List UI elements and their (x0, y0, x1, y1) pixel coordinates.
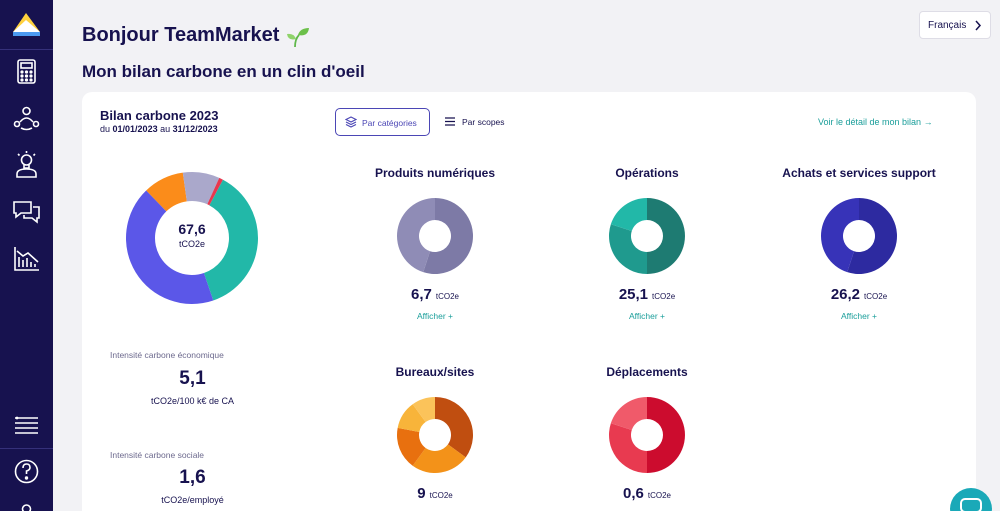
donut-slice (609, 224, 647, 274)
support-chat-button[interactable] (950, 488, 992, 511)
sidebar (0, 0, 53, 511)
total-unit: tCO2e (178, 239, 205, 249)
donut-slice (397, 404, 426, 433)
donut-slice (847, 198, 897, 274)
by-categories-button[interactable]: Par catégories (335, 108, 430, 136)
social-intensity-value: 1,6 (179, 467, 206, 488)
category-title: Déplacements (606, 365, 688, 379)
category-title: Produits numériques (374, 166, 496, 180)
category-value-number: 9 (417, 485, 426, 502)
category-value-number: 26,2 (830, 286, 861, 303)
donut-slice (397, 198, 435, 273)
greeting-title: Bonjour TeamMarket (82, 24, 280, 46)
donut-slice (412, 444, 466, 473)
economic-intensity-unit: tCO2e/100 k€ de CA (150, 396, 235, 406)
show-more-link[interactable]: Afficher + (417, 311, 453, 321)
help-icon[interactable] (11, 456, 42, 487)
arrow-right-icon: → (923, 117, 933, 127)
donut-slice (203, 179, 258, 301)
card-title: Bilan carbone 2023 (100, 108, 219, 123)
user-icon[interactable] (11, 497, 42, 511)
social-intensity-unit: tCO2e/employé (161, 495, 224, 505)
layers-icon (345, 116, 357, 128)
by-scopes-button[interactable]: Par scopes (442, 108, 522, 136)
category-value-number: 0,6 (623, 485, 644, 502)
economic-intensity-label: Intensité carbone économique (110, 350, 224, 360)
app-logo-icon[interactable] (10, 8, 43, 41)
menu-icon (445, 117, 455, 126)
date-middle: au (160, 124, 171, 134)
category-title: Opérations (615, 166, 679, 180)
category-unit: tCO2e (652, 292, 676, 301)
category-value: 26,2 tCO2e (759, 286, 959, 303)
sidebar-divider (0, 448, 53, 449)
category-donut-chart (609, 198, 685, 274)
total-value: 67,6 (178, 221, 206, 237)
by-categories-label: Par catégories (362, 118, 417, 128)
people-network-icon[interactable] (11, 102, 42, 133)
sidebar-divider (0, 49, 53, 50)
donut-slice (397, 427, 426, 466)
donut-slice (609, 423, 647, 473)
donut-slice (435, 397, 473, 458)
donut-slice (125, 190, 214, 304)
language-selector[interactable]: Français (919, 11, 991, 39)
donut-slice (146, 172, 187, 212)
date-start: 01/01/2023 (112, 124, 158, 134)
date-end: 31/12/2023 (172, 124, 218, 134)
donut-slice (610, 198, 647, 232)
chevron-right-icon (975, 20, 982, 31)
by-scopes-label: Par scopes (462, 117, 505, 127)
donut-slice (207, 177, 223, 206)
category-value-number: 6,7 (411, 286, 432, 303)
date-range: du 01/01/2023 au 31/12/2023 (100, 124, 218, 134)
donut-slice (647, 198, 685, 274)
category-value-number: 25,1 (618, 286, 649, 303)
category-value: 9 tCO2e (335, 485, 535, 502)
show-more-link[interactable]: Afficher + (841, 311, 877, 321)
total-donut-chart (125, 172, 258, 304)
category-donut-chart (397, 397, 473, 473)
show-more-link[interactable]: Afficher + (629, 311, 665, 321)
language-label: Français (928, 20, 967, 31)
category-value: 0,6 tCO2e (547, 485, 747, 502)
calculator-icon[interactable] (11, 56, 42, 87)
economic-intensity-value: 5,1 (179, 368, 206, 389)
category-unit: tCO2e (429, 491, 453, 500)
chat-bubble-icon (960, 498, 982, 511)
donut-slice (647, 397, 685, 473)
category-title: Bureaux/sites (395, 365, 475, 379)
sprout-icon (287, 28, 309, 48)
chat-icon[interactable] (11, 196, 42, 227)
category-value: 25,1 tCO2e (547, 286, 747, 303)
detail-link[interactable]: Voir le détail de mon bilan → (818, 117, 933, 127)
category-unit: tCO2e (435, 292, 459, 301)
list-icon[interactable] (11, 410, 42, 441)
date-prefix: du (100, 124, 111, 134)
trend-chart-icon[interactable] (11, 243, 42, 274)
social-intensity-label: Intensité carbone sociale (110, 450, 205, 460)
category-donut-chart (821, 198, 897, 274)
donut-slice (610, 397, 647, 431)
donut-slice (821, 198, 859, 273)
category-unit: tCO2e (864, 292, 888, 301)
category-donut-chart (609, 397, 685, 473)
detail-link-label: Voir le détail de mon bilan (818, 117, 922, 127)
idea-person-icon[interactable] (11, 149, 42, 180)
donut-slice (423, 198, 473, 274)
donut-slice (412, 397, 435, 423)
category-title: Achats et services support (782, 166, 936, 180)
category-unit: tCO2e (647, 491, 671, 500)
donut-slice (182, 172, 220, 205)
page-subtitle: Mon bilan carbone en un clin d'oeil (82, 62, 365, 81)
carbon-summary-card: Bilan carbone 2023 du 01/01/2023 au 31/1… (82, 92, 976, 511)
category-value: 6,7 tCO2e (335, 286, 535, 303)
category-donut-chart (397, 198, 473, 274)
